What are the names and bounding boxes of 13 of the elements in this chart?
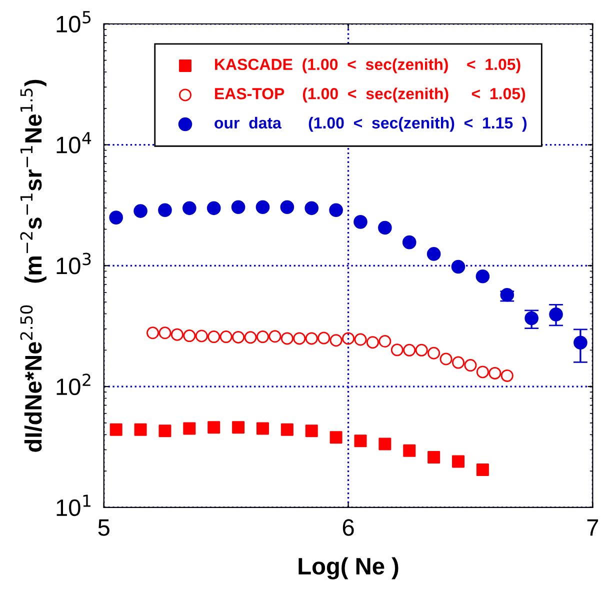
y-tick-label: 10$^{2}$ xyxy=(56,374,90,396)
legend-label: KASCADE (1.00 < sec(zenith) < 1.05) xyxy=(215,58,520,74)
x-tick-label: 6 xyxy=(342,519,354,536)
text: dI/dNe*Ne$^{2.50}$ (m$^{−2}$s$^{−1}$sr$^{−1}$Ne$^{1.5}$) xyxy=(20,80,46,452)
legend-label: our data (1.00 < sec(zenith) < 1.15 ) xyxy=(214,116,527,132)
x-tick-label: 7 xyxy=(587,519,598,536)
x-axis-title: Log( Ne ) xyxy=(298,557,398,580)
y-tick-label: 10$^{3}$ xyxy=(56,252,91,274)
y-tick-label: 10$^{4}$ xyxy=(56,132,92,154)
y-tick-label: 10$^{5}$ xyxy=(56,11,91,33)
legend-label: EAS-TOP (1.00 < sec(zenith) < 1.05) xyxy=(215,88,526,102)
x-tick-label: 5 xyxy=(98,519,110,536)
y-tick-label: 10$^{1}$ xyxy=(56,494,90,516)
